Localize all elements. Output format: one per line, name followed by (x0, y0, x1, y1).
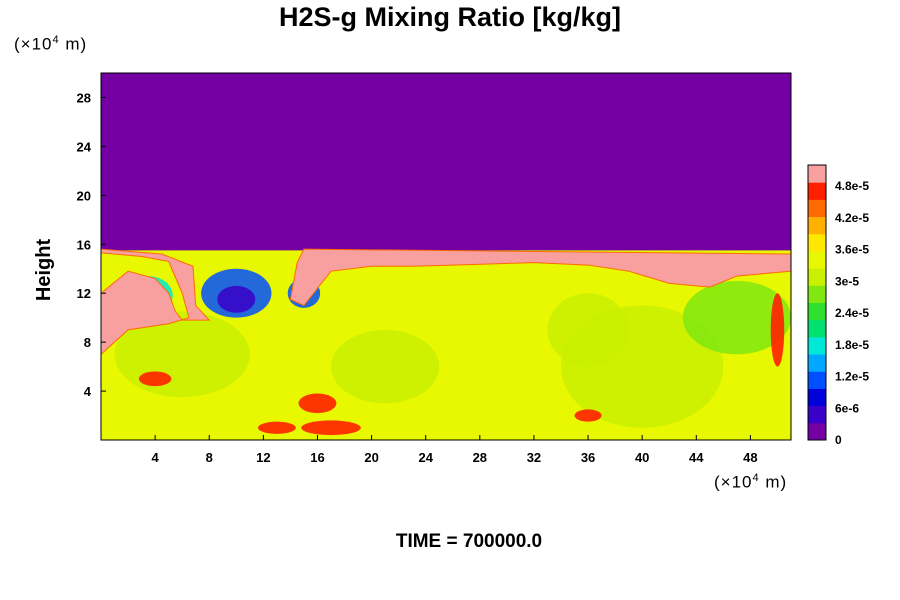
colorbar-segment (808, 285, 826, 303)
colorbar-tick-label: 3.6e-5 (835, 243, 869, 257)
field-feature (217, 285, 256, 313)
field-feature (298, 393, 337, 414)
x-axis-unit: (×104 m) (714, 472, 788, 492)
interface-band (289, 248, 792, 307)
x-tick-label: 16 (310, 450, 324, 465)
field-feature (682, 280, 791, 355)
upper-layer (101, 73, 791, 253)
y-tick-label: 12 (77, 286, 91, 301)
x-tick-label: 36 (581, 450, 595, 465)
chart-title: H2S-g Mixing Ratio [kg/kg] (278, 2, 621, 32)
field-feature (257, 421, 296, 434)
x-tick-label: 8 (206, 450, 213, 465)
colorbar-segment (808, 422, 826, 441)
colorbar-segment (808, 268, 826, 286)
field-feature (547, 293, 629, 367)
field-feature (301, 420, 361, 436)
colorbar-tick-label: 0 (835, 433, 842, 447)
y-tick-label: 20 (77, 188, 91, 203)
x-tick-label: 12 (256, 450, 270, 465)
interface-band (100, 248, 211, 356)
field-feature (574, 409, 602, 422)
y-tick-label: 24 (77, 139, 92, 154)
colorbar-frame (807, 164, 827, 441)
colorbar-segment (808, 233, 826, 252)
colorbar-segment (808, 302, 826, 321)
plot-frame (100, 72, 792, 441)
field-feature (138, 371, 172, 387)
x-tick-label: 48 (743, 450, 757, 465)
x-tick-label: 24 (418, 450, 433, 465)
colorbar-segment (808, 182, 826, 200)
colorbar: 0 6e-6 1.2e-5 1.8e-5 2.4e-5 3e-5 3.6e-5 4.2e-5 4… (807, 164, 869, 447)
colorbar-tick-label: 3e-5 (835, 274, 859, 288)
x-tick-label: 40 (635, 450, 649, 465)
colorbar-segment (808, 199, 826, 218)
colorbar-segment (808, 354, 826, 372)
x-tick-label: 28 (473, 450, 487, 465)
y-tick-label: 8 (84, 335, 91, 350)
time-label: TIME = 700000.0 (395, 531, 543, 552)
y-tick-label: 16 (77, 237, 91, 252)
colorbar-tick-label: 1.8e-5 (835, 338, 869, 352)
field-feature (331, 329, 440, 404)
y-tick-label: 28 (77, 90, 91, 105)
colorbar-segment (808, 250, 826, 269)
colorbar-segment (808, 336, 826, 355)
y-tick-label: 4 (84, 384, 92, 399)
colorbar-tick-label: 4.8e-5 (835, 179, 869, 193)
colorbar-segment (808, 371, 826, 389)
x-tick-label: 20 (364, 450, 378, 465)
colorbar-tick-label: 4.2e-5 (835, 211, 869, 225)
x-tick-label: 4 (152, 450, 160, 465)
colorbar-segment (808, 319, 826, 338)
colorbar-segment (808, 165, 826, 183)
colorbar-tick-label: 2.4e-5 (835, 306, 869, 320)
colorbar-tick-label: 6e-6 (835, 401, 859, 415)
colorbar-segment (808, 216, 826, 235)
x-tick-label: 32 (527, 450, 541, 465)
field-feature (770, 293, 785, 367)
plot-area (100, 73, 792, 440)
colorbar-segment (808, 388, 826, 407)
colorbar-tick-label: 1.2e-5 (835, 370, 869, 384)
colorbar-segment (808, 405, 826, 424)
y-axis-unit: (×104 m) (14, 34, 88, 54)
x-tick-label: 44 (689, 450, 704, 465)
